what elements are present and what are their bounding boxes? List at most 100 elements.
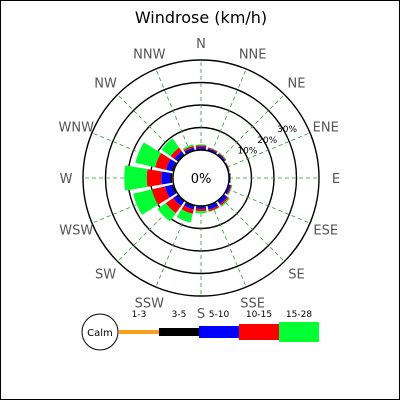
radial-tick-label-2: 20% (257, 136, 277, 146)
bar-wnw-3-5 (171, 161, 177, 172)
bar-sw-3-5 (176, 194, 185, 203)
bar-ne-5-10 (217, 153, 226, 162)
bar-sse-15-28 (208, 207, 220, 213)
direction-spoke-se (220, 197, 285, 262)
direction-label-ssw: SSW (135, 297, 165, 312)
bar-e-15-28 (230, 173, 232, 183)
direction-spoke-ne (220, 94, 285, 159)
bar-n-3-5 (196, 148, 206, 150)
bar-w-3-5 (170, 172, 173, 184)
legend-swatch-10-15 (239, 324, 279, 340)
legend-swatch-5-10 (199, 326, 239, 338)
legend-label-5-10: 5-10 (209, 310, 230, 320)
center-label: 0% (191, 172, 212, 187)
bar-n-5-10 (195, 146, 207, 150)
direction-spoke-nne (211, 68, 247, 153)
bar-ese-15-28 (227, 185, 233, 196)
direction-label-wnw: WNW (59, 120, 95, 135)
radial-tick-label-3: 30% (277, 125, 297, 135)
bar-ese-10-15 (226, 184, 232, 195)
direction-label-w: W (60, 172, 73, 187)
bar-e-10-15 (229, 173, 231, 183)
bar-nw-10-15 (170, 147, 182, 159)
bar-sw-15-28 (157, 203, 176, 222)
direction-spoke-ese (226, 188, 311, 224)
bar-w-10-15 (146, 169, 162, 187)
bar-sw-5-10 (173, 195, 184, 206)
radial-tick-label-1: 10% (237, 146, 257, 156)
bar-nnw-3-5 (185, 149, 195, 154)
bar-s-10-15 (195, 208, 207, 212)
direction-label-wsw: WSW (59, 224, 93, 239)
direction-spoke-ene (226, 132, 311, 168)
bar-ssw-5-10 (183, 203, 195, 210)
bar-nne-15-28 (208, 147, 218, 152)
bar-ssw-3-5 (185, 202, 195, 207)
bar-wsw-10-15 (151, 186, 170, 205)
bar-nw-15-28 (161, 138, 180, 157)
bar-nnw-10-15 (183, 145, 194, 152)
legend-calm-label: Calm (87, 328, 113, 339)
bar-wsw-5-10 (164, 184, 176, 198)
bar-ne-15-28 (218, 152, 227, 161)
bar-ene-15-28 (226, 162, 231, 172)
grid-circle-3 (104, 81, 298, 275)
bar-nw-5-10 (174, 151, 184, 161)
direction-label-ne: NE (287, 77, 305, 92)
bar-ese-5-10 (225, 184, 231, 195)
direction-label-e: E (332, 172, 340, 187)
direction-label-ene: ENE (313, 120, 339, 135)
legend-swatch-15-28 (279, 322, 319, 342)
bar-nne-5-10 (207, 148, 218, 154)
bar-sw-10-15 (165, 197, 182, 214)
bar-wnw-5-10 (166, 159, 176, 172)
bar-n-10-15 (195, 145, 207, 148)
bar-ssw-10-15 (181, 205, 194, 214)
bar-ene-10-15 (225, 162, 230, 172)
bar-s-5-10 (195, 206, 207, 209)
legend-label-3-5: 3-5 (172, 310, 187, 320)
bar-w-5-10 (161, 171, 171, 185)
bar-se-15-28 (220, 197, 230, 207)
bar-wnw-15-28 (135, 142, 162, 168)
legend-calm-circle (81, 313, 119, 351)
bar-wsw-15-28 (133, 189, 159, 215)
legend-label-10-15: 10-15 (246, 310, 272, 320)
bar-wsw-3-5 (171, 184, 177, 195)
bar-nnw-5-10 (184, 147, 195, 154)
legend-swatch-1-3 (119, 330, 159, 334)
chart-title: Windrose (km/h) (135, 8, 267, 27)
legend: Calm 1-3 3-5 5-10 10-15 15-28 (81, 310, 319, 351)
bar-nnw-15-28 (182, 144, 194, 151)
bar-nw-3-5 (176, 153, 185, 162)
legend-label-15-28: 15-28 (286, 310, 312, 320)
bar-se-10-15 (219, 196, 229, 206)
bar-ne-10-15 (218, 152, 227, 161)
direction-label-nw: NW (94, 77, 117, 92)
direction-spoke-nnw (155, 68, 191, 153)
bar-ssw-15-28 (176, 209, 193, 223)
bar-s-15-28 (195, 210, 207, 214)
direction-label-ese: ESE (313, 224, 338, 239)
bar-w-15-28 (124, 165, 148, 191)
bar-wnw-10-15 (155, 153, 171, 170)
bar-n-15-28 (195, 144, 207, 146)
direction-label-nne: NNE (239, 47, 267, 62)
direction-label-s: S (197, 307, 205, 322)
bar-sse-10-15 (208, 205, 220, 212)
grid-circle-4 (82, 59, 320, 297)
direction-label-sw: SW (95, 267, 116, 282)
center-circle (172, 149, 230, 207)
bar-nne-10-15 (207, 147, 218, 153)
direction-label-se: SE (288, 267, 304, 282)
direction-label-sse: SSE (240, 297, 265, 312)
direction-label-n: N (196, 37, 206, 52)
bar-sse-5-10 (207, 202, 219, 210)
legend-swatch-3-5 (159, 328, 199, 336)
direction-label-nnw: NNW (133, 47, 165, 62)
direction-spoke-sse (211, 203, 247, 288)
legend-label-1-3: 1-3 (132, 310, 147, 320)
bar-se-5-10 (217, 194, 228, 205)
